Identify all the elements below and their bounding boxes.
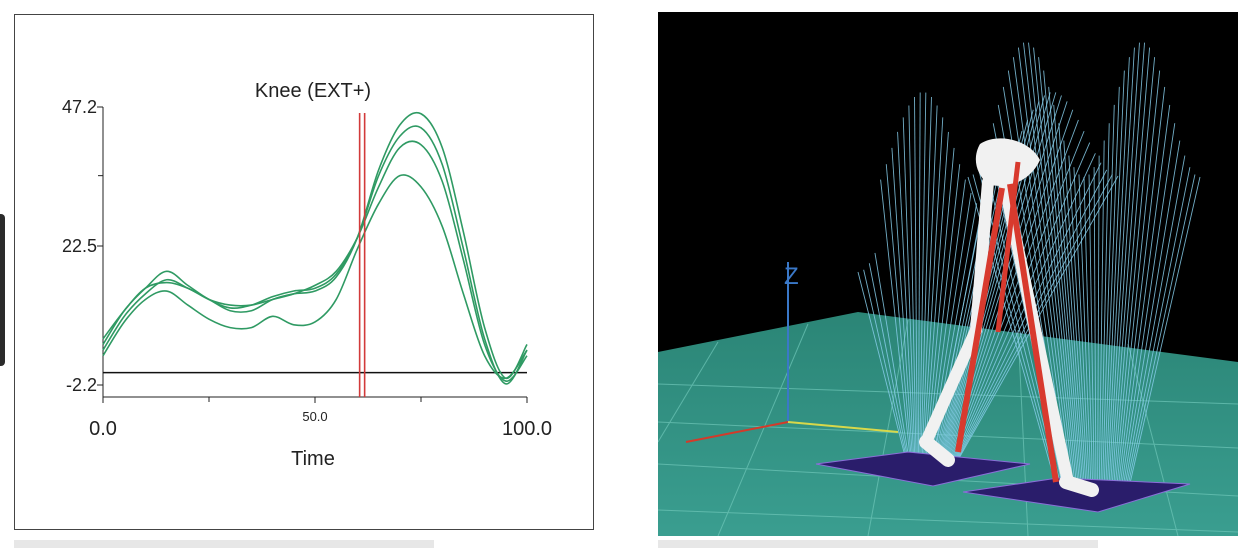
y-tick-label: -2.2 [66,375,97,395]
muscle-thigh [995,161,1021,333]
force-line-right [1068,155,1089,500]
force-line-right [1043,70,1082,499]
y-tick-label: 22.5 [62,236,97,256]
force-line-right [1033,47,1079,499]
force-line-right [1119,123,1176,495]
force-line-left [917,92,921,466]
force-line-right [1048,86,1083,500]
force-line-right [1012,57,1073,497]
z-axis-label: Z [784,263,799,290]
y-tick-label: 47.2 [62,97,97,117]
force-line-right [1110,42,1145,498]
force-line-right [1038,57,1080,499]
force-line-left [863,269,908,461]
knee-series-line [102,140,528,382]
force-line-left [874,252,910,462]
force-line-right [1112,47,1151,498]
force-line-right [1078,174,1092,500]
knee-angle-chart: 47.2 22.5 -2.2 0.0 50.0 100.0 Knee (EXT+) Tim… [62,80,552,470]
side-panel-handle[interactable] [0,214,5,366]
muscle-right-front [1007,183,1059,483]
force-line-left [880,179,911,463]
force-line-left [919,92,927,466]
force-line-left [923,131,949,468]
force-line-left [914,96,918,466]
force-line-left [857,271,907,461]
force-line-right [1127,176,1201,493]
force-line-right [1063,140,1088,500]
force-line-right [1017,47,1074,498]
left-foot [919,435,955,467]
force-line-left [920,96,932,467]
force-line-right [1103,86,1120,500]
knee-series-line [102,174,528,380]
force-line-left [921,105,938,467]
force-line-right [1121,140,1181,495]
x-tick-label: 0.0 [89,418,117,440]
force-line-right [1101,104,1115,500]
force-line-right [1097,155,1100,500]
force-line-right [1104,70,1125,499]
force-line-right [1107,47,1135,499]
force-line-right [1118,104,1171,496]
force-line-right [1098,140,1105,500]
force-plate-right [962,477,1191,513]
force-line-right [1028,42,1077,498]
force-line-left [891,147,914,464]
x-axis [685,421,789,443]
pelvis [975,138,1040,186]
force-line-right [1073,167,1091,500]
force-line-right [1115,70,1161,497]
left-tibia [920,324,982,448]
force-line-left [897,131,915,464]
force-line-left [950,130,1085,464]
chart-title: Knee (EXT+) [255,80,371,102]
left-femur [970,176,994,336]
skeleton-model [919,138,1099,497]
muscle-left-front [955,187,1005,453]
force-line-left [868,263,909,462]
force-line-right [1100,123,1110,500]
right-foot [1059,475,1099,497]
force-line-left [924,147,955,468]
force-line-left [902,117,916,465]
force-plate-left [815,451,1031,487]
force-line-right [1113,57,1156,497]
force-line-right [1126,174,1196,493]
force-line-left [922,117,944,467]
force-line-right [1122,155,1186,494]
force-line-right [1109,42,1140,498]
x-tick-label: 50.0 [302,409,327,424]
right-caption-placeholder [658,540,1098,548]
force-line-left [949,119,1079,464]
left-caption-placeholder [14,540,434,548]
knee-series-line [102,111,528,380]
force-line-right [1088,174,1095,500]
right-tibia [1030,328,1074,488]
force-line-left [885,164,913,463]
knee-angle-chart-panel: 47.2 22.5 -2.2 0.0 50.0 100.0 Knee (EXT+) Tim… [14,14,594,530]
force-line-right [1023,42,1076,498]
force-line-right [1116,86,1166,496]
force-line-right [1053,104,1085,500]
y-axis [787,421,899,433]
force-line-right [1083,176,1094,501]
knee-series-line [102,125,528,385]
gait-scene-canvas: Z [658,42,1238,536]
force-line-right [1093,167,1097,500]
force-line-right [1106,57,1130,499]
x-tick-label: 100.0 [502,418,552,440]
force-line-right [1124,167,1191,494]
x-axis-label: Time [291,448,335,470]
force-line-left [908,105,917,465]
force-line-left [951,142,1091,463]
force-line-right [1058,123,1086,500]
gait-3d-model-view[interactable]: Z [658,12,1238,536]
force-line-left [934,162,1006,468]
